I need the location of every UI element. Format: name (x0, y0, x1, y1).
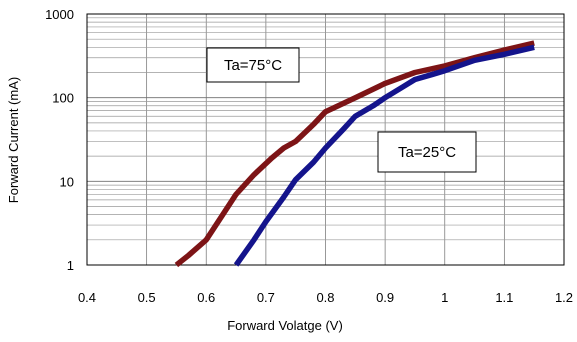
x-tick-label: 0.9 (376, 290, 394, 305)
series-line-ta25 (233, 44, 535, 267)
x-tick-labels: 0.4 0.5 0.6 0.7 0.8 0.9 1 1.1 1.2 (78, 290, 573, 305)
annotation-ta25: Ta=25°C (377, 131, 477, 173)
x-tick-label: 0.7 (257, 290, 275, 305)
series-layer (174, 40, 535, 268)
x-axis-label: Forward Volatge (V) (227, 318, 343, 333)
y-axis-label: Forward Current (mA) (6, 77, 21, 203)
annotation-box-ta25 (377, 131, 477, 173)
y-tick-labels: 1 10 100 1000 (45, 7, 74, 273)
annotation-layer: Ta=75°C Ta=25°C (206, 47, 477, 173)
annotation-ta75: Ta=75°C (206, 47, 300, 83)
y-tick-label: 100 (52, 91, 74, 106)
annotation-box-ta75 (206, 47, 300, 83)
y-tick-label: 1000 (45, 7, 74, 22)
series-line-ta75 (174, 40, 535, 268)
y-tick-label: 10 (60, 174, 74, 189)
x-tick-label: 1 (441, 290, 448, 305)
x-tick-label: 1.2 (555, 290, 573, 305)
x-tick-label: 1.1 (495, 290, 513, 305)
x-tick-label: 0.6 (197, 290, 215, 305)
y-tick-label: 1 (67, 258, 74, 273)
plot-frame (86, 13, 565, 266)
annotation-label-ta25: Ta=25°C (398, 144, 456, 161)
annotation-label-ta75: Ta=75°C (224, 57, 282, 74)
x-tick-label: 0.8 (316, 290, 334, 305)
x-tick-label: 0.5 (138, 290, 156, 305)
x-tick-label: 0.4 (78, 290, 96, 305)
